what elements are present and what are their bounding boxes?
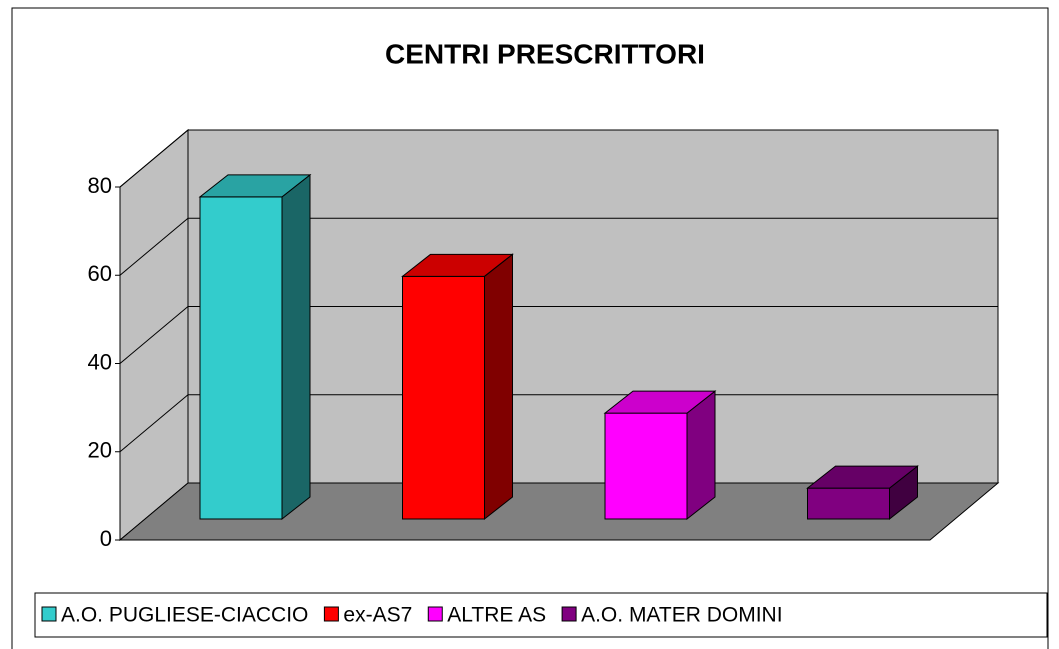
grid-line [119, 306, 189, 364]
y-tick-label: 80 [88, 173, 112, 198]
y-tick-label: 20 [88, 438, 112, 463]
bar-top [401, 253, 514, 277]
legend-swatch [41, 606, 57, 622]
bar-front [402, 275, 485, 520]
floor [118, 482, 1000, 541]
y-tick-label: 60 [88, 261, 112, 286]
grid-line [119, 129, 189, 188]
legend-label: ALTRE AS [447, 604, 546, 627]
bar [806, 465, 919, 521]
legend-box [34, 592, 1048, 638]
bar-front [199, 196, 283, 520]
chart-title: CENTRI PRESCRITTORI [385, 38, 705, 69]
bar-front [807, 487, 890, 520]
y-tick-label: 40 [88, 349, 112, 374]
bar [603, 390, 717, 521]
bar-top [198, 174, 312, 198]
bar [401, 253, 514, 521]
bar-side [484, 253, 513, 521]
bar-top [603, 390, 717, 414]
legend-swatch [561, 606, 577, 622]
bar-front [604, 412, 688, 520]
legend-label: A.O. PUGLIESE-CIACCIO [61, 604, 308, 627]
legend-swatch [427, 606, 443, 622]
grid-line [119, 394, 189, 453]
bar [198, 173, 312, 521]
y-tick-label: 0 [100, 526, 112, 551]
bar-side [281, 173, 311, 521]
grid-line [119, 217, 189, 276]
legend-label: A.O. MATER DOMINI [581, 604, 782, 627]
legend-swatch [323, 606, 339, 622]
legend-label: ex-AS7 [343, 604, 412, 627]
bar-top [806, 465, 919, 489]
